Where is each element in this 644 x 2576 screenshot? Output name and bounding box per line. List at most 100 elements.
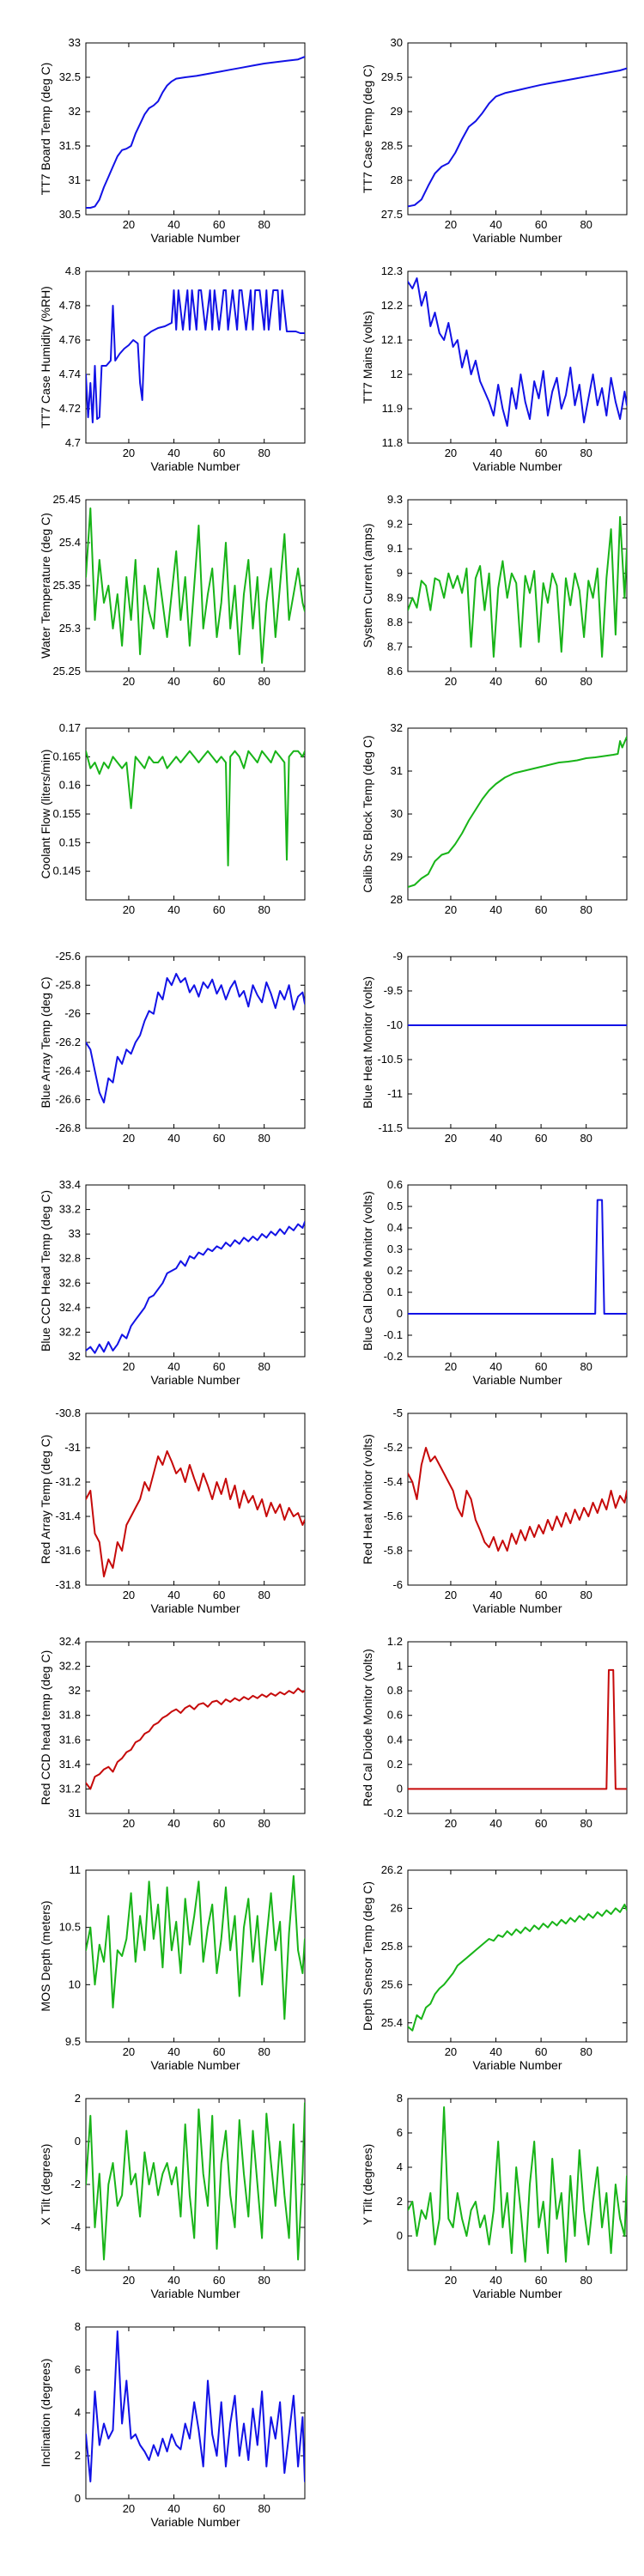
x-tick-label: 80 (258, 1589, 270, 1601)
y-tick-label: 31.8 (59, 1709, 81, 1722)
y-tick-label: 31 (69, 1807, 81, 1820)
y-axis-label: Blue Heat Monitor (volts) (361, 976, 374, 1109)
chart-svg: 20 40 60 80 -0.2 0 0.2 0.4 0.6 0.8 1 1.2 Red Cal Dio… (361, 1635, 628, 1830)
x-tick-label: 60 (213, 2045, 225, 2058)
y-axis-label: Red Heat Monitor (volts) (361, 1434, 374, 1564)
y-tick-label: 2 (75, 2092, 81, 2105)
y-axis-label: Blue Array Temp (deg C) (39, 976, 52, 1108)
y-tick-label: -26 (64, 1007, 81, 1020)
series-line (408, 736, 627, 888)
x-tick-label: 20 (445, 218, 457, 231)
y-tick-label: 33.2 (59, 1203, 81, 1216)
chart-svg: 20 40 60 80 0 2 4 6 8 Variable Number Y Tilt (degr… (361, 2092, 628, 2300)
y-tick-label: -30.8 (55, 1406, 81, 1419)
y-tick-label: 26.2 (381, 1863, 403, 1876)
series-line (86, 1450, 305, 1577)
x-tick-label: 60 (213, 1589, 225, 1601)
y-axis-label: Blue Cal Diode Monitor (volts) (361, 1191, 374, 1351)
series-line (86, 750, 305, 866)
x-tick-label: 80 (258, 2045, 270, 2058)
chart-panel-17: 20 40 60 80 9.5 10 10.5 11 Variable Number MOS De… (0, 1844, 322, 2073)
y-tick-label: 25.6 (381, 1978, 403, 1990)
y-tick-label: 31 (391, 764, 403, 777)
x-tick-label: 40 (489, 1589, 501, 1601)
y-tick-label: 31.2 (59, 1782, 81, 1795)
y-axis-label: Depth Sensor Temp (deg C) (361, 1881, 374, 2031)
y-tick-label: 10 (69, 1978, 81, 1990)
y-tick-label: 9 (397, 567, 403, 580)
x-tick-label: 60 (213, 447, 225, 459)
y-tick-label: 0.2 (387, 1264, 403, 1277)
chart-panel-19: 20 40 60 80 -6 -4 -2 0 2 Variable Number X Tilt (d… (0, 2073, 322, 2301)
x-axis-label: Variable Number (150, 1373, 240, 1387)
x-tick-label: 80 (258, 447, 270, 459)
series-line (408, 516, 627, 658)
y-axis-label: Red CCD head temp (deg C) (39, 1650, 52, 1806)
y-tick-label: 10.5 (59, 1921, 81, 1934)
x-axis-label: Variable Number (472, 231, 562, 245)
x-tick-label: 80 (580, 1817, 592, 1830)
chart-panel-14: 20 40 60 80 -6 -5.8 -5.6 -5.4 -5.2 -5 Variable Num… (322, 1388, 644, 1616)
x-axis-label: Variable Number (150, 2058, 240, 2072)
y-tick-label: 6 (75, 2363, 81, 2376)
plot-frame (407, 727, 628, 901)
y-tick-label: -0.2 (384, 1807, 403, 1820)
y-tick-label: 9.1 (387, 542, 403, 555)
y-tick-label: 8.7 (387, 640, 403, 653)
y-tick-label: -5 (392, 1406, 403, 1419)
x-tick-label: 60 (213, 903, 225, 916)
y-tick-label: 4 (75, 2406, 81, 2419)
x-tick-label: 40 (167, 1817, 179, 1830)
x-tick-label: 40 (167, 447, 179, 459)
y-axis-label: MOS Depth (meters) (39, 1900, 52, 2011)
y-tick-label: 9.5 (65, 2035, 81, 2048)
chart-svg: 20 40 60 80 32 32.2 32.4 32.6 32.8 33 33.2 33.4 Vari… (39, 1178, 306, 1387)
y-axis-label: Red Array Temp (deg C) (39, 1435, 52, 1564)
y-tick-label: 0.16 (59, 779, 81, 792)
plot-frame (407, 42, 628, 216)
x-tick-label: 60 (213, 675, 225, 688)
plot-frame (407, 270, 628, 444)
x-tick-label: 40 (489, 218, 501, 231)
y-tick-label: -9 (392, 950, 403, 963)
x-axis-label: Variable Number (150, 459, 240, 473)
series-line (86, 2102, 305, 2261)
y-tick-label: -31.4 (55, 1510, 81, 1522)
chart-panel-1: 20 40 60 80 30.5 31 31.5 32 32.5 33 Variable Numbe… (0, 17, 322, 246)
y-tick-label: -26.8 (55, 1121, 81, 1134)
y-tick-label: 0.2 (387, 1758, 403, 1771)
y-tick-label: 32.5 (59, 70, 81, 83)
chart-svg: 20 40 60 80 8.6 8.7 8.8 8.9 9 9.1 9.2 9.3 System Cur… (361, 493, 628, 688)
chart-svg: 20 40 60 80 25.4 25.6 25.8 26 26.2 Variable Numbe… (361, 1863, 628, 2072)
y-axis-label: Red Cal Diode Monitor (volts) (361, 1649, 374, 1807)
y-tick-label: 0.6 (387, 1709, 403, 1722)
chart-panel-5: 20 40 60 80 25.25 25.3 25.35 25.4 25.45 Water Tem… (0, 474, 322, 702)
x-tick-label: 80 (580, 447, 592, 459)
x-tick-label: 60 (535, 2045, 547, 2058)
y-tick-label: 0 (397, 1307, 403, 1320)
chart-svg: 20 40 60 80 -31.8 -31.6 -31.4 -31.2 -31 -30.8 Vari… (39, 1406, 306, 1615)
series-line (86, 507, 305, 664)
y-tick-label: 0.8 (387, 1684, 403, 1697)
x-tick-label: 40 (489, 2274, 501, 2287)
y-axis-label: Inclination (degrees) (39, 2359, 52, 2468)
y-tick-label: 29 (391, 105, 403, 118)
x-axis-label: Variable Number (472, 2287, 562, 2300)
chart-panel-16: 20 40 60 80 -0.2 0 0.2 0.4 0.6 0.8 1 1.2 Red Cal Dio… (322, 1616, 644, 1844)
x-tick-label: 40 (167, 2274, 179, 2287)
y-tick-label: 4.78 (59, 299, 81, 312)
y-axis-label: Y Tilt (degrees) (361, 2144, 374, 2226)
x-axis-label: Variable Number (150, 231, 240, 245)
series-line (408, 2106, 627, 2263)
x-tick-label: 20 (123, 1132, 135, 1145)
x-tick-label: 80 (258, 1132, 270, 1145)
x-tick-label: 60 (535, 2274, 547, 2287)
x-tick-label: 60 (535, 1589, 547, 1601)
chart-panel-8: 20 40 60 80 28 29 30 31 32 Calib Src Block Temp (… (322, 702, 644, 931)
y-tick-label: 28 (391, 173, 403, 186)
x-tick-label: 60 (535, 1132, 547, 1145)
chart-svg: 20 40 60 80 -6 -5.8 -5.6 -5.4 -5.2 -5 Variable Num… (361, 1406, 628, 1615)
chart-panel-9: 20 40 60 80 -26.8 -26.6 -26.4 -26.2 -26 -25.8 -25.… (0, 931, 322, 1159)
x-axis-label: Variable Number (472, 1601, 562, 1615)
x-tick-label: 60 (213, 1817, 225, 1830)
